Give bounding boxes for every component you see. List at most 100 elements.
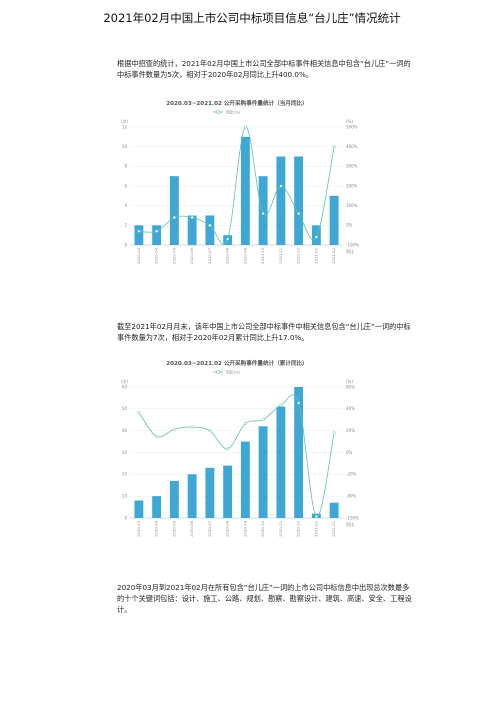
line-point bbox=[314, 514, 318, 519]
line-point bbox=[279, 403, 283, 407]
right-tick-label: 300% bbox=[346, 164, 358, 169]
line-point bbox=[226, 447, 230, 451]
bar bbox=[329, 502, 339, 518]
x-tick-label: 2020-10 bbox=[260, 520, 265, 536]
left-tick-label: 10 bbox=[122, 493, 128, 498]
right-tick-label: -100% bbox=[346, 242, 359, 247]
bar bbox=[152, 225, 162, 245]
left-tick-label: 12 bbox=[122, 124, 128, 129]
right-axis-name: 同比 bbox=[346, 248, 354, 254]
x-tick-label: 2020-10 bbox=[260, 247, 265, 263]
paragraph-1: 根据中招查的统计，2021年02月中国上市公司全部中标事件相关信息中包含“台儿庄… bbox=[117, 59, 411, 79]
line-point bbox=[297, 211, 301, 216]
legend-point-marker bbox=[216, 110, 220, 114]
right-axis-name: 同比 bbox=[346, 521, 354, 527]
line-point bbox=[332, 431, 336, 435]
bar bbox=[187, 215, 197, 245]
left-tick-label: 40 bbox=[122, 428, 128, 433]
left-tick-label: 0 bbox=[124, 515, 127, 520]
x-tick-label: 2021-02 bbox=[331, 247, 336, 263]
right-tick-label: 500% bbox=[346, 124, 358, 129]
x-tick-label: 2021-01 bbox=[313, 520, 318, 536]
line-point bbox=[190, 215, 194, 220]
left-tick-label: 2 bbox=[124, 223, 127, 228]
x-tick-label: 2021-02 bbox=[331, 520, 336, 536]
right-tick-label: 200% bbox=[346, 183, 358, 188]
line-point bbox=[137, 229, 141, 233]
bar bbox=[134, 500, 144, 518]
left-tick-label: 30 bbox=[122, 450, 128, 455]
line-point bbox=[332, 145, 336, 149]
line-point bbox=[226, 237, 230, 241]
x-tick-label: 2020-09 bbox=[242, 520, 247, 536]
right-axis-unit: (%) bbox=[346, 379, 353, 384]
bar bbox=[187, 474, 197, 518]
left-axis-unit: (次) bbox=[121, 378, 129, 384]
paragraph-3: 2020年03月到2021年02月在所有包含“台儿庄”一词的上市公司中标信息中出… bbox=[117, 583, 412, 614]
bar bbox=[240, 136, 250, 245]
bar bbox=[134, 225, 144, 245]
line-point bbox=[314, 235, 318, 239]
series-line bbox=[138, 126, 335, 245]
line-point bbox=[208, 429, 212, 433]
line-point bbox=[261, 418, 265, 422]
x-tick-label: 2020-08 bbox=[225, 247, 230, 263]
left-tick-label: 0 bbox=[124, 242, 127, 247]
right-tick-label: 0% bbox=[346, 450, 353, 455]
bar bbox=[152, 496, 162, 518]
right-tick-label: 80% bbox=[346, 384, 355, 389]
right-axis-unit: (%) bbox=[346, 119, 353, 124]
x-tick-label: 2021-01 bbox=[313, 247, 318, 263]
x-tick-label: 2020-12 bbox=[296, 247, 301, 263]
bar bbox=[205, 467, 215, 518]
page-title: 2021年02月中国上市公司中标项目信息“台儿庄”情况统计 bbox=[103, 11, 401, 25]
x-tick-label: 2020-03 bbox=[136, 247, 141, 263]
bar bbox=[329, 195, 339, 245]
line-point bbox=[208, 223, 212, 227]
line-point bbox=[155, 229, 159, 233]
x-tick-label: 2020-12 bbox=[296, 520, 301, 536]
x-tick-label: 2020-11 bbox=[278, 247, 283, 263]
x-tick-label: 2020-11 bbox=[278, 520, 283, 536]
x-tick-label: 2020-03 bbox=[136, 520, 141, 536]
x-tick-label: 2020-08 bbox=[225, 520, 230, 536]
bar bbox=[205, 215, 215, 245]
left-tick-label: 50 bbox=[122, 406, 128, 411]
left-tick-label: 6 bbox=[124, 183, 127, 188]
line-point bbox=[172, 215, 176, 220]
x-tick-label: 2020-05 bbox=[171, 520, 176, 536]
bar bbox=[223, 465, 233, 518]
left-axis-unit: (次) bbox=[121, 118, 129, 124]
line-point bbox=[261, 211, 265, 216]
left-tick-label: 60 bbox=[122, 384, 128, 389]
chart-cumulative-yoy: 2020.03~2021.02 公开采购事件量统计（累计同比） 同比(%) (次) (… bbox=[113, 357, 361, 542]
line-point bbox=[279, 184, 283, 188]
line-point bbox=[137, 410, 141, 415]
legend-entry: 同比(%) bbox=[226, 370, 241, 375]
right-tick-label: 100% bbox=[346, 203, 358, 208]
line-point bbox=[155, 434, 159, 439]
bar bbox=[169, 176, 179, 245]
line-point bbox=[297, 401, 301, 405]
x-tick-label: 2020-05 bbox=[171, 247, 176, 263]
right-tick-label: 20% bbox=[346, 428, 355, 433]
line-point bbox=[172, 427, 176, 431]
right-tick-label: -100% bbox=[346, 515, 359, 520]
bar bbox=[258, 176, 268, 245]
x-tick-label: 2020-09 bbox=[242, 247, 247, 263]
bar bbox=[294, 156, 304, 245]
left-tick-label: 10 bbox=[122, 144, 128, 149]
bar bbox=[258, 426, 268, 518]
right-tick-label: 400% bbox=[346, 144, 358, 149]
chart-title: 2020.03~2021.02 公开采购事件量统计（当月同比） bbox=[166, 99, 308, 107]
x-tick-label: 2020-04 bbox=[154, 520, 159, 536]
left-tick-label: 4 bbox=[124, 203, 127, 208]
paragraph-2: 截至2021年02月月末，该年中国上市公司全部中标事件中相关信息包含“台儿庄”一… bbox=[117, 322, 411, 342]
bar bbox=[276, 156, 286, 245]
x-tick-label: 2020-06 bbox=[189, 520, 194, 536]
x-tick-label: 2020-07 bbox=[207, 247, 212, 263]
legend-point-marker bbox=[216, 370, 220, 374]
left-tick-label: 20 bbox=[122, 472, 128, 477]
bar bbox=[240, 441, 250, 518]
x-tick-label: 2020-04 bbox=[154, 247, 159, 263]
